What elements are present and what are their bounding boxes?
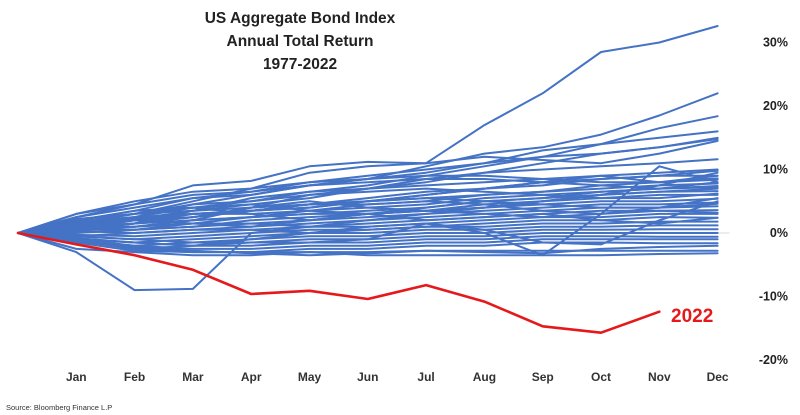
series-line-40 — [17, 187, 719, 234]
x-tick-label-jan: Jan — [66, 370, 87, 384]
series-line-45 — [17, 169, 719, 234]
annotation-2022-label: 2022 — [671, 306, 713, 327]
y-tick-label: 20% — [763, 99, 788, 113]
x-tick-label-oct: Oct — [591, 370, 611, 384]
y-tick-label: -10% — [759, 290, 788, 304]
x-tick-label-jul: Jul — [417, 370, 434, 384]
series-line-2022 — [16, 231, 661, 335]
x-axis: Jan Feb Mar Apr May Jun Jul Aug Sep Oct Nov Dec — [66, 370, 729, 384]
x-tick-label-dec: Dec — [707, 370, 729, 384]
highlight-layer — [16, 231, 661, 335]
y-axis: 30% 20% 10% 0% -10% -20% — [759, 36, 788, 368]
chart-title-line-1: US Aggregate Bond Index — [205, 10, 396, 27]
series-line-43 — [17, 139, 719, 234]
x-tick-label-feb: Feb — [124, 370, 145, 384]
x-tick-label-jun: Jun — [357, 370, 378, 384]
series-line-39 — [17, 178, 719, 234]
series-line-17 — [17, 209, 719, 234]
series-line-27 — [17, 232, 719, 257]
y-tick-label: -20% — [759, 353, 788, 367]
y-tick-label: 30% — [763, 36, 788, 50]
series-line-28 — [17, 232, 719, 254]
chart-title: US Aggregate Bond Index Annual Total Ret… — [205, 10, 396, 73]
x-tick-label-sep: Sep — [532, 370, 554, 384]
y-tick-label: 0% — [770, 226, 788, 240]
x-tick-label-may: May — [298, 370, 322, 384]
chart-title-line-2: Annual Total Return — [227, 33, 374, 50]
x-tick-label-apr: Apr — [241, 370, 262, 384]
x-tick-label-nov: Nov — [648, 370, 671, 384]
chart-title-line-3: 1977-2022 — [263, 56, 337, 73]
series-line-32 — [17, 200, 719, 250]
y-tick-label: 10% — [763, 163, 788, 177]
series-line-38 — [17, 174, 719, 234]
x-tick-label-mar: Mar — [182, 370, 204, 384]
series-line-25 — [17, 232, 719, 250]
series-line-29 — [17, 232, 719, 257]
x-tick-label-aug: Aug — [473, 370, 496, 384]
series-line-44 — [17, 138, 719, 234]
source-note: Source: Bloomberg Finance L.P — [6, 403, 112, 412]
series-layer — [17, 25, 730, 292]
